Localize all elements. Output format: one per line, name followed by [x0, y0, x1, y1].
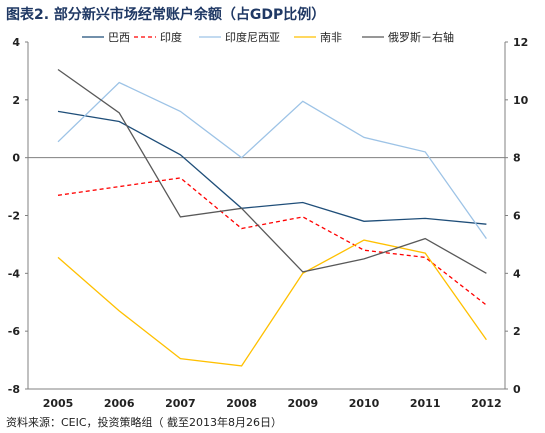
- axes: -8 -6 -4 -2 0 2 4 0 2 4 6 8 10 12 2005 2006 2007 2008 2009…: [8, 36, 529, 410]
- legend-label: 印度: [160, 30, 182, 44]
- x-tick-label: 2008: [226, 397, 257, 410]
- y-left-tick-label: 4: [12, 36, 20, 49]
- series-line: [57, 110, 487, 225]
- series-line: [57, 68, 487, 274]
- y-left-tick-label: 0: [12, 152, 20, 165]
- y-left-tick-label: -6: [8, 325, 21, 338]
- x-tick-label: 2006: [104, 397, 135, 410]
- y-right-tick-label: 2: [513, 325, 521, 338]
- x-tick-label: 2009: [287, 397, 318, 410]
- x-tick-label: 2011: [410, 397, 441, 410]
- x-tick-label: 2005: [43, 397, 74, 410]
- legend: 巴西 印度 印度尼西亚 南非 俄罗斯－右轴: [82, 30, 454, 44]
- y-left-tick-label: -4: [8, 267, 21, 280]
- y-right-tick-label: 6: [513, 210, 521, 223]
- series-line: [57, 239, 487, 367]
- y-right-tick-label: 12: [513, 36, 528, 49]
- series-line: [57, 177, 487, 306]
- y-right-tick-label: 10: [513, 94, 529, 107]
- y-left-tick-label: -2: [8, 210, 20, 223]
- y-left-tick-label: -8: [8, 383, 20, 396]
- legend-label: 巴西: [108, 31, 130, 44]
- y-right-tick-label: 0: [513, 383, 521, 396]
- x-tick-label: 2012: [471, 397, 502, 410]
- source-note: 资料来源：CEIC，投资策略组（ 截至2013年8月26日）: [6, 416, 283, 429]
- y-left-tick-label: 2: [12, 94, 20, 107]
- y-right-tick-label: 4: [513, 267, 521, 280]
- y-right-tick-label: 8: [513, 152, 521, 165]
- x-tick-label: 2010: [349, 397, 380, 410]
- legend-label: 俄罗斯－右轴: [388, 30, 454, 44]
- series-line: [57, 81, 487, 239]
- x-tick-label: 2007: [165, 397, 196, 410]
- chart-title: 图表2. 部分新兴市场经常账户余额（占GDP比例）: [6, 7, 326, 23]
- series-lines: [57, 68, 487, 367]
- legend-label: 南非: [320, 31, 342, 44]
- legend-label: 印度尼西亚: [225, 30, 280, 44]
